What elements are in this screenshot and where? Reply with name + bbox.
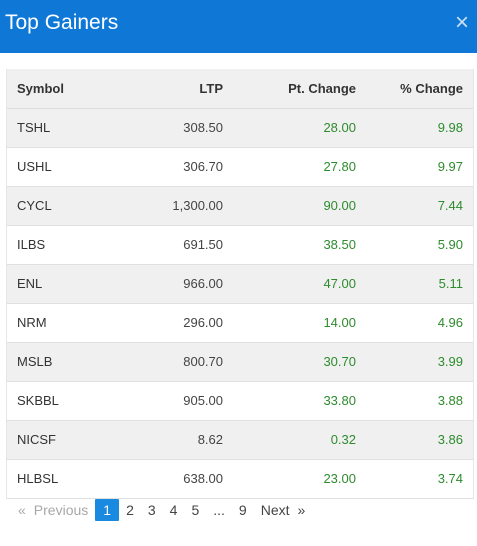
- cell-pt-change: 33.80: [233, 381, 366, 421]
- cell-ltp: 800.70: [123, 342, 233, 382]
- cell-ltp: 8.62: [123, 420, 233, 460]
- table-row[interactable]: NRM 296.00 14.00 4.96: [7, 303, 473, 343]
- table-row[interactable]: NICSF 8.62 0.32 3.86: [7, 420, 473, 460]
- cell-pt-change: 90.00: [233, 186, 366, 226]
- table-row[interactable]: CYCL 1,300.00 90.00 7.44: [7, 186, 473, 226]
- chevron-double-right-icon: »: [297, 502, 306, 518]
- cell-pct-change: 3.74: [366, 459, 473, 499]
- close-icon[interactable]: ×: [454, 9, 469, 36]
- column-header-pt-change[interactable]: Pt. Change: [233, 69, 366, 109]
- cell-ltp: 905.00: [123, 381, 233, 421]
- cell-pt-change: 27.80: [233, 147, 366, 187]
- next-page-button[interactable]: Next »: [254, 499, 313, 521]
- page-button-9[interactable]: 9: [238, 502, 247, 518]
- cell-symbol[interactable]: ENL: [7, 264, 123, 304]
- page-button-3[interactable]: 3: [147, 502, 156, 518]
- pagination: « Previous 1 2 3 4 5 ... 9 Next »: [11, 499, 312, 521]
- cell-ltp: 691.50: [123, 225, 233, 265]
- cell-ltp: 1,300.00: [123, 186, 233, 226]
- cell-pct-change: 5.90: [366, 225, 473, 265]
- cell-pt-change: 30.70: [233, 342, 366, 382]
- modal-header: Top Gainers ×: [0, 0, 477, 53]
- cell-symbol[interactable]: NICSF: [7, 420, 123, 460]
- cell-ltp: 296.00: [123, 303, 233, 343]
- previous-label: Previous: [33, 502, 89, 518]
- cell-symbol[interactable]: CYCL: [7, 186, 123, 226]
- cell-ltp: 306.70: [123, 147, 233, 187]
- previous-page-button[interactable]: « Previous: [11, 499, 95, 521]
- column-header-symbol[interactable]: Symbol: [7, 69, 123, 109]
- column-header-ltp[interactable]: LTP: [123, 69, 233, 109]
- page-button-1[interactable]: 1: [95, 499, 120, 521]
- table-row[interactable]: ENL 966.00 47.00 5.11: [7, 264, 473, 304]
- cell-symbol[interactable]: MSLB: [7, 342, 123, 382]
- page-button-2[interactable]: 2: [126, 502, 134, 518]
- cell-symbol[interactable]: HLBSL: [7, 459, 123, 499]
- cell-pct-change: 9.97: [366, 147, 473, 187]
- cell-pt-change: 47.00: [233, 264, 366, 304]
- page-ellipsis: ...: [213, 502, 225, 518]
- cell-pt-change: 0.32: [233, 420, 366, 460]
- table-row[interactable]: MSLB 800.70 30.70 3.99: [7, 342, 473, 382]
- cell-pct-change: 9.98: [366, 108, 473, 148]
- cell-symbol[interactable]: ILBS: [7, 225, 123, 265]
- table-row[interactable]: HLBSL 638.00 23.00 3.74: [7, 459, 473, 499]
- cell-ltp: 308.50: [123, 108, 233, 148]
- cell-pct-change: 3.88: [366, 381, 473, 421]
- cell-pt-change: 14.00: [233, 303, 366, 343]
- cell-pct-change: 3.86: [366, 420, 473, 460]
- cell-pct-change: 5.11: [366, 264, 473, 304]
- cell-pct-change: 3.99: [366, 342, 473, 382]
- cell-symbol[interactable]: TSHL: [7, 108, 123, 148]
- page-button-4[interactable]: 4: [169, 502, 178, 518]
- modal-title: Top Gainers: [5, 11, 119, 34]
- cell-pt-change: 38.50: [233, 225, 366, 265]
- cell-pct-change: 7.44: [366, 186, 473, 226]
- table-row[interactable]: TSHL 308.50 28.00 9.98: [7, 108, 473, 148]
- page-button-5[interactable]: 5: [191, 502, 200, 518]
- gainers-table-container: Symbol LTP Pt. Change % Change TSHL 308.…: [6, 69, 474, 499]
- table-row[interactable]: SKBBL 905.00 33.80 3.88: [7, 381, 473, 421]
- table-row[interactable]: USHL 306.70 27.80 9.97: [7, 147, 473, 187]
- cell-pt-change: 28.00: [233, 108, 366, 148]
- column-header-pct-change[interactable]: % Change: [366, 69, 473, 109]
- table-row[interactable]: ILBS 691.50 38.50 5.90: [7, 225, 473, 265]
- cell-symbol[interactable]: SKBBL: [7, 381, 123, 421]
- gainers-table: Symbol LTP Pt. Change % Change TSHL 308.…: [7, 69, 473, 499]
- cell-ltp: 638.00: [123, 459, 233, 499]
- cell-pt-change: 23.00: [233, 459, 366, 499]
- cell-symbol[interactable]: NRM: [7, 303, 123, 343]
- cell-ltp: 966.00: [123, 264, 233, 304]
- table-header-row: Symbol LTP Pt. Change % Change: [7, 69, 473, 109]
- chevron-double-left-icon: «: [18, 502, 26, 518]
- cell-pct-change: 4.96: [366, 303, 473, 343]
- cell-symbol[interactable]: USHL: [7, 147, 123, 187]
- next-label: Next: [260, 502, 290, 518]
